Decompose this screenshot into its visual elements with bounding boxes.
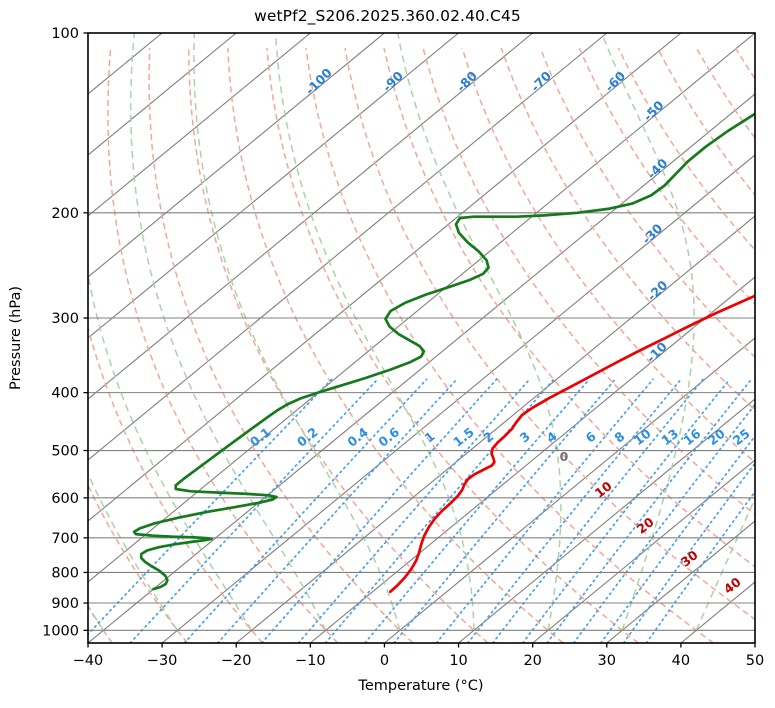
dry-adiabat-line [305,47,714,643]
y-tick-label: 600 [51,491,79,507]
isotherm-line [532,459,755,643]
isotherm-line [384,337,755,643]
dry-adiabat-line [88,324,264,643]
moist-adiabat-line [88,270,253,631]
y-tick-label: 200 [51,206,79,222]
x-tick-label: 10 [449,653,467,669]
mixing-ratio-line [491,378,704,643]
isotherm-line [754,642,755,643]
y-tick-label: 800 [51,565,79,581]
dry-adiabat-zero-label: 0 [560,449,569,464]
page-title: wetPf2_S206.2025.360.02.40.C45 [254,7,521,25]
mixing-ratio-line [521,378,731,643]
sounding-curves [132,112,755,594]
plot-frame [87,32,756,644]
moist-adiabat-line [600,33,695,631]
dry-adiabat-line [227,48,564,643]
mixing-ratio-line [645,490,755,643]
isobar-grid [88,32,755,631]
mixing-ratio-line [364,378,591,643]
isotherm-line [606,520,755,643]
moist-adiabat-line [770,33,775,630]
mixing-ratio-line [216,378,458,643]
mixing-ratio-line [183,378,428,643]
mixing-ratio-line [435,378,654,643]
dry-adiabat-line [578,47,755,306]
x-tick-label: 40 [672,653,690,669]
mixing-ratio-line [393,378,617,643]
y-tick-label: 500 [51,444,79,460]
y-tick-label: 300 [51,311,79,327]
dry-adiabat-line [88,483,188,643]
y-tick-label: 400 [51,386,79,402]
dewpoint-curve [132,112,755,591]
dry-adiabat-line [188,48,489,643]
moist-adiabat-line [129,33,327,631]
x-tick-label: 30 [598,653,616,669]
dry-adiabat-line [344,47,755,621]
isotherm-line [88,33,311,217]
isotherm-line [161,154,755,643]
isotherm-line [88,33,459,339]
mixing-ratio-line [546,378,753,643]
mixing-ratio-line [297,378,531,643]
y-tick-label: 700 [51,531,79,547]
x-tick-label: 50 [746,653,764,669]
isotherm-line [458,398,755,643]
y-tick-label: 100 [51,26,79,42]
isotherm-line [88,33,237,156]
isotherm-line [88,33,682,522]
dry-adiabat-line [539,47,755,359]
isotherm-line [88,33,385,278]
dry-adiabat-line [148,48,414,643]
mixing-ratio-line [129,378,379,643]
axis-ticks: −40 −30 −20 −10 0 10 20 30 40 50 100 200 300 400 500 60… [42,26,764,669]
x-tick-label: 0 [380,653,389,669]
x-tick-label: 20 [523,653,541,669]
moist-adiabat-line [193,33,401,631]
dry-adiabat-line [500,47,755,411]
moist-adiabat-line [274,33,475,631]
x-tick-label: −10 [295,653,326,669]
dry-adiabat-line [422,47,755,516]
y-tick-label: 1000 [42,623,79,639]
isotherm-line [235,215,755,643]
y-axis-label: Pressure (hPa) [8,286,24,390]
x-axis-label: Temperature (°C) [357,678,483,694]
moist-adiabat-line [88,472,179,631]
x-tick-label: −30 [147,653,178,669]
y-tick-label: 900 [51,596,79,612]
dry-adiabat-line [107,48,339,643]
x-tick-label: −20 [221,653,252,669]
mixing-ratio-line [466,378,682,643]
isotherm-line [88,33,608,461]
mixing-ratio-line [622,461,755,643]
x-tick-label: −40 [73,653,104,669]
mixing-ratio-line [260,378,498,643]
isotherm-line [88,33,755,583]
dry-adiabat-line [461,47,755,464]
temperature-curve [388,294,755,594]
mixing-ratio-line [572,403,755,643]
isotherm-line [88,93,755,643]
